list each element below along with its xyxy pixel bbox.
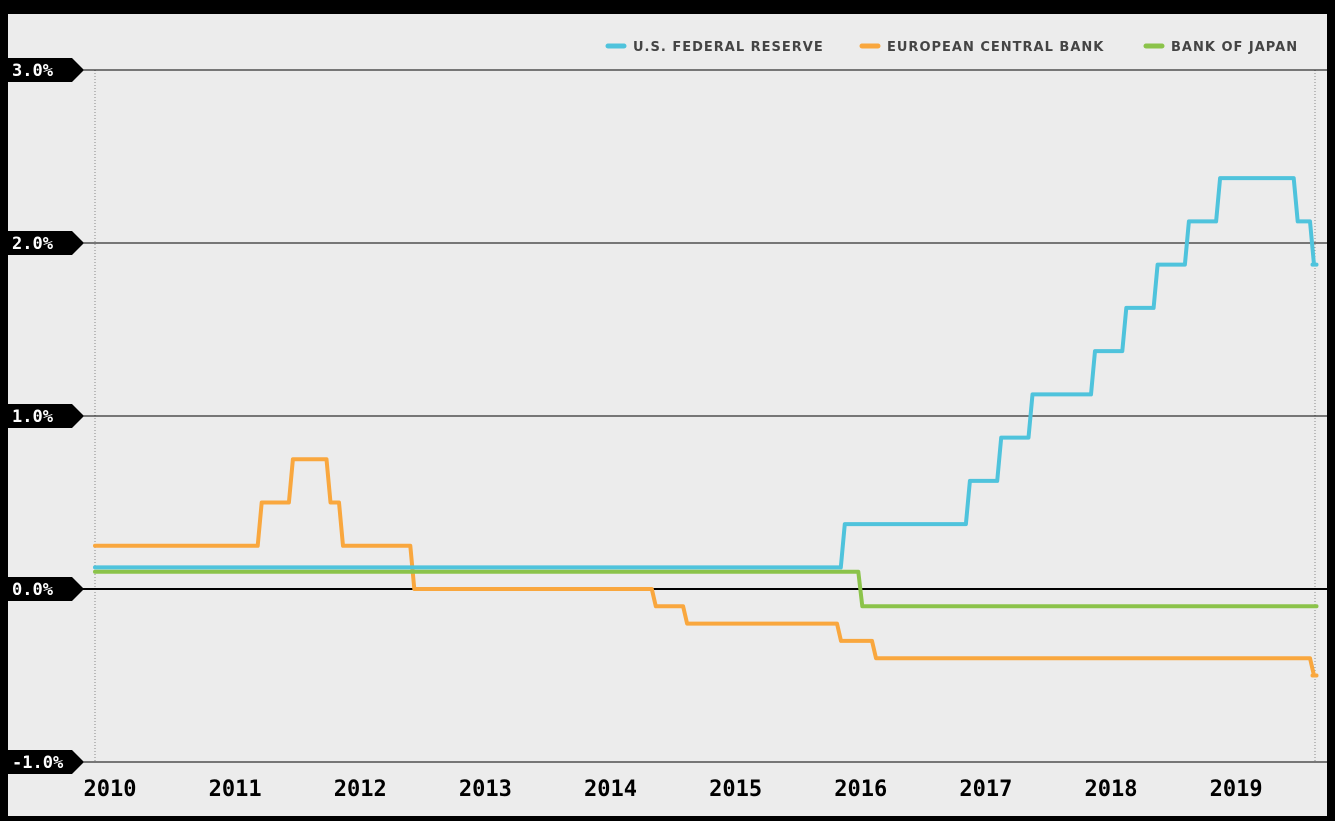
x-tick-label: 2014 [584,777,637,802]
y-tick-arrow-badge [8,750,84,774]
series-line [93,457,1319,678]
y-axis: 3.0% 2.0% 1.0% 0.0% -1.0% [8,58,84,774]
x-tick-label: 2017 [959,777,1012,802]
x-tick-label: 2012 [334,777,387,802]
y-tick-label: 0.0% [12,580,54,600]
x-tick-label: 2010 [84,777,137,802]
y-tick-arrow-badge [8,404,84,428]
plot-background [8,14,1327,816]
legend-label: U.S. FEDERAL RESERVE [633,40,824,55]
x-tick-label: 2016 [834,777,887,802]
series-line [93,569,1319,609]
legend-label: EUROPEAN CENTRAL BANK [887,40,1104,55]
series-line [93,176,1319,570]
x-tick-label: 2011 [209,777,262,802]
x-tick-label: 2013 [459,777,512,802]
x-tick-label: 2015 [709,777,762,802]
x-axis: 2010 2011 2012 2013 2014 2015 2016 2017 2018 2019 [84,777,1263,802]
y-tick-label: 3.0% [12,61,54,81]
y-tick-arrow-badge [8,58,84,82]
grid-layer [80,69,1327,763]
y-tick-label: 1.0% [12,407,54,427]
y-tick-label: -1.0% [12,753,64,773]
x-tick-label: 2019 [1210,777,1263,802]
y-tick-label: 2.0% [12,234,54,254]
legend: U.S. FEDERAL RESERVE EUROPEAN CENTRAL BAN… [605,40,1298,55]
y-tick-arrow-badge [8,231,84,255]
y-tick-arrow-badge [8,577,84,601]
series-layer [93,176,1319,678]
legend-label: BANK OF JAPAN [1171,40,1298,55]
x-tick-label: 2018 [1085,777,1138,802]
